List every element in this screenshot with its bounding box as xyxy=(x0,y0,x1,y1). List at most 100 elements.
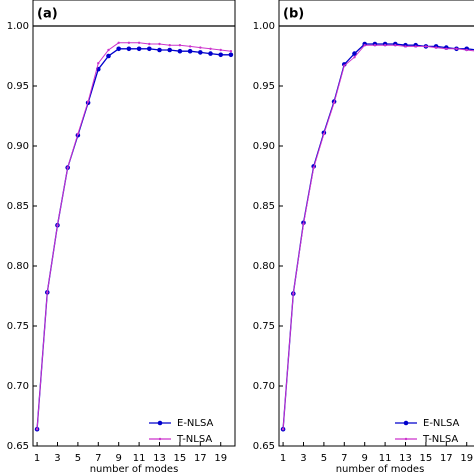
data-point xyxy=(178,44,182,47)
x-tick-label: 17 xyxy=(194,453,207,464)
data-point xyxy=(167,47,173,53)
x-tick-label: 19 xyxy=(214,453,227,464)
data-point xyxy=(281,428,285,431)
data-point xyxy=(106,53,111,59)
x-tick-label: 19 xyxy=(460,453,473,464)
data-point xyxy=(148,42,151,46)
data-point xyxy=(56,224,59,227)
data-point xyxy=(322,132,326,136)
data-point xyxy=(353,56,356,59)
legend-label: T-NLSA xyxy=(422,434,458,445)
x-tick-label: 1 xyxy=(34,453,40,464)
data-point xyxy=(229,50,233,53)
legend-marker xyxy=(403,420,409,426)
data-point xyxy=(404,45,407,48)
y-tick-label: 0.90 xyxy=(7,141,29,152)
legend-marker xyxy=(158,437,162,441)
data-point xyxy=(177,48,183,54)
data-point xyxy=(157,47,162,53)
data-point xyxy=(97,62,100,65)
plot-frame xyxy=(278,0,474,447)
y-tick-label: 0.95 xyxy=(7,81,29,92)
y-tick-label: 0.65 xyxy=(253,441,275,452)
y-tick-label: 0.65 xyxy=(7,441,29,452)
data-point xyxy=(302,222,305,226)
panel-label: (a) xyxy=(37,7,58,22)
y-tick-label: 1.00 xyxy=(7,21,29,32)
x-tick-label: 7 xyxy=(95,453,101,464)
data-point xyxy=(126,46,132,52)
data-point xyxy=(352,51,357,56)
x-tick-label: 13 xyxy=(153,453,166,464)
data-point xyxy=(117,41,120,44)
data-point xyxy=(199,46,202,49)
data-point xyxy=(168,44,171,47)
data-point xyxy=(136,46,142,52)
data-point xyxy=(116,46,121,52)
data-point xyxy=(187,48,193,54)
data-point xyxy=(312,166,315,169)
data-point xyxy=(414,45,417,48)
legend-label: E-NLSA xyxy=(423,418,460,429)
data-point xyxy=(465,48,468,52)
y-tick-label: 0.70 xyxy=(7,381,29,392)
data-point xyxy=(147,46,152,52)
series-line xyxy=(36,48,231,430)
data-point xyxy=(445,47,448,50)
x-tick-label: 15 xyxy=(420,453,433,464)
data-point xyxy=(35,428,39,431)
y-tick-label: 0.75 xyxy=(253,321,275,332)
series-line xyxy=(36,42,231,430)
series-line xyxy=(282,43,474,430)
data-point xyxy=(424,45,428,48)
x-tick-label: 1 xyxy=(280,453,286,464)
y-tick-label: 0.80 xyxy=(253,261,275,272)
y-tick-label: 0.75 xyxy=(7,321,29,332)
legend-marker xyxy=(404,437,408,441)
data-point xyxy=(218,52,224,58)
x-tick-label: 3 xyxy=(300,453,306,464)
data-point xyxy=(332,101,336,105)
legend-label: E-NLSA xyxy=(177,418,214,429)
data-point xyxy=(343,64,346,67)
y-tick-label: 0.95 xyxy=(253,81,275,92)
y-tick-label: 0.85 xyxy=(7,201,29,212)
y-tick-label: 1.00 xyxy=(253,21,275,32)
data-point xyxy=(127,41,131,44)
legend-label: T-NLSA xyxy=(176,434,212,445)
x-tick-label: 9 xyxy=(116,453,122,464)
x-tick-label: 11 xyxy=(133,453,146,464)
data-point xyxy=(394,44,397,47)
x-tick-label: 5 xyxy=(321,453,327,464)
series-line xyxy=(282,44,474,430)
data-point xyxy=(219,48,222,52)
data-point xyxy=(228,52,234,58)
y-tick-label: 0.90 xyxy=(253,141,275,152)
data-point xyxy=(292,292,295,295)
data-point xyxy=(455,47,458,50)
data-point xyxy=(434,46,438,49)
x-tick-label: 7 xyxy=(341,453,347,464)
x-axis-label: number of modes xyxy=(90,464,179,474)
y-tick-label: 0.80 xyxy=(7,261,29,272)
data-point xyxy=(66,166,69,169)
legend-marker xyxy=(157,420,163,426)
plot-frame xyxy=(32,0,236,447)
x-tick-label: 13 xyxy=(399,453,412,464)
data-point xyxy=(383,44,387,47)
y-tick-label: 0.70 xyxy=(253,381,275,392)
x-tick-label: 9 xyxy=(362,453,368,464)
data-point xyxy=(188,45,192,48)
x-tick-label: 17 xyxy=(440,453,453,464)
data-point xyxy=(86,100,90,103)
data-point xyxy=(158,42,161,46)
data-point xyxy=(137,41,141,44)
x-tick-label: 11 xyxy=(379,453,392,464)
data-point xyxy=(76,132,80,136)
y-tick-label: 0.85 xyxy=(253,201,275,212)
x-tick-label: 3 xyxy=(54,453,60,464)
x-axis-label: number of modes xyxy=(336,464,425,474)
data-point xyxy=(107,48,110,52)
data-point xyxy=(208,51,213,56)
